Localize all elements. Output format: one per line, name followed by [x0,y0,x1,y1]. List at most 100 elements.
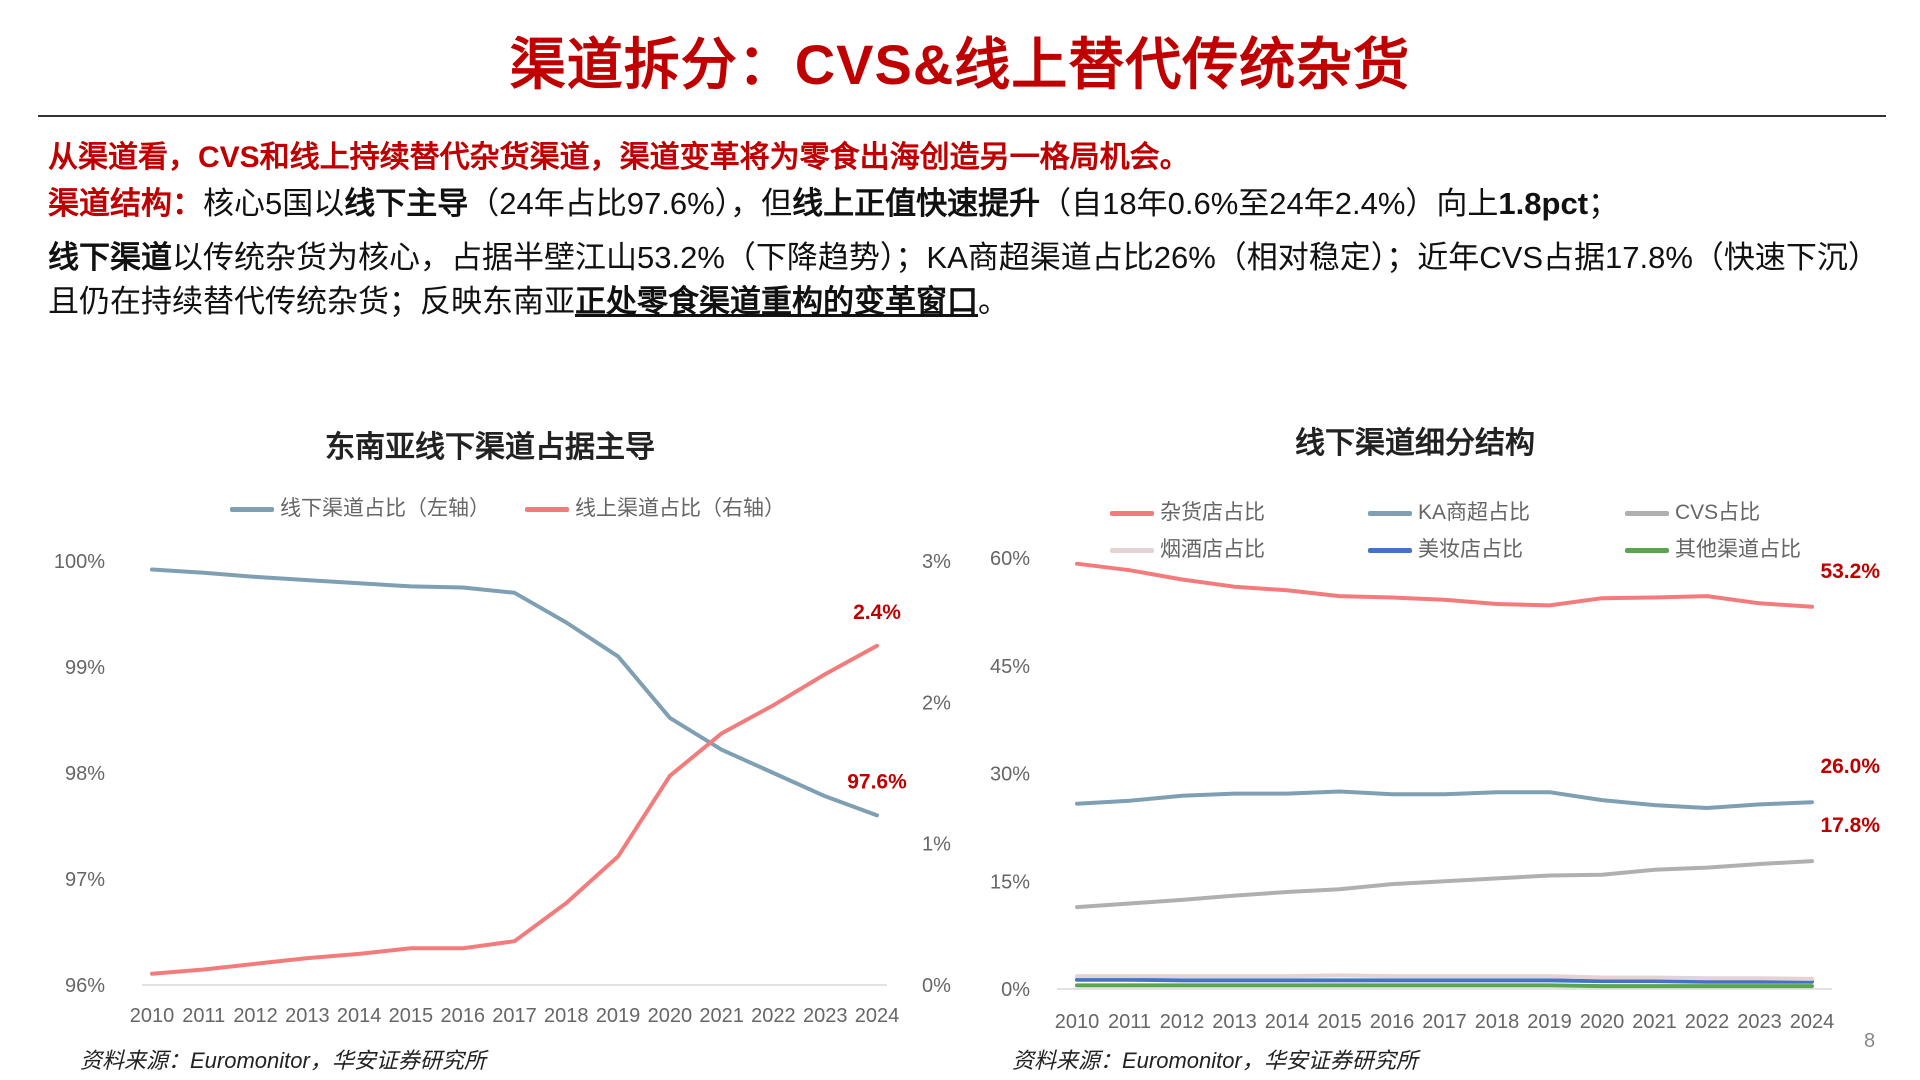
para-bold: 1.8pct [1498,186,1589,221]
end-value-label-2: 17.8% [1820,814,1880,837]
chart2-legend-tobacco: 烟酒店占比 [1110,533,1265,563]
chart2-legend-beauty: 美妆店占比 [1368,533,1523,563]
title-divider [38,115,1886,117]
x-axis-tick: 2019 [596,1005,641,1027]
legend-label: 杂货店占比 [1160,501,1265,524]
x-axis-tick: 2013 [285,1005,330,1027]
para-label: 渠道结构： [48,186,203,221]
right-axis-tick: 2% [922,692,951,714]
x-axis-tick: 2012 [233,1005,278,1027]
legend-label: 美妆店占比 [1418,538,1523,561]
x-axis-tick: 2010 [1055,1011,1100,1033]
chart2-legend-cvs: CVS占比 [1625,496,1760,526]
para-bold: 线上正值快速提升 [792,186,1041,221]
para-text: 。 [978,284,1009,319]
legend-swatch [1110,547,1154,553]
x-axis-tick: 2013 [1212,1011,1257,1033]
y-axis-tick: 45% [990,656,1030,678]
x-axis-tick: 2010 [130,1005,175,1027]
x-axis-tick: 2019 [1527,1011,1572,1033]
para-text: 核心5国以 [203,186,345,221]
paragraph-offline-channels: 线下渠道以传统杂货为核心，占据半壁江山53.2%（下降趋势）；KA商超渠道占比2… [48,236,1878,324]
x-axis-tick: 2023 [803,1005,848,1027]
legend-label: KA商超占比 [1418,501,1531,524]
para-bold: 线下主导 [344,186,469,221]
legend-label: 线上渠道占比（右轴） [575,497,785,520]
x-axis-tick: 2018 [1475,1011,1520,1033]
x-axis-tick: 2015 [389,1005,434,1027]
end-value-label-1: 26.0% [1820,755,1880,778]
y-axis-tick: 60% [990,548,1030,570]
chart1-source: 资料来源：Euromonitor，华安证券研究所 [80,1048,486,1073]
right-axis-tick: 0% [922,975,951,997]
para-bold: 线下渠道 [48,240,172,275]
chart2-source: 资料来源：Euromonitor，华安证券研究所 [1012,1048,1418,1073]
x-axis-tick: 2021 [1632,1011,1677,1033]
para-bold-underline: 正处零食渠道重构的变革窗口 [575,284,978,319]
legend-swatch [1368,510,1412,516]
page-number: 8 [1864,1030,1876,1052]
chart2-legend-other: 其他渠道占比 [1625,533,1801,563]
para-text: 以传统杂货为核心，占据半壁江山53.2%（下降趋势）；KA商超渠道占比26%（相… [48,240,1864,319]
left-axis-tick: 97% [65,869,105,891]
legend-label: 线下渠道占比（左轴） [280,497,490,520]
legend-swatch [1368,547,1412,553]
end-value-label-0: 53.2% [1820,560,1880,583]
x-axis-tick: 2020 [648,1005,693,1027]
series-line-0 [150,567,879,818]
series-line-3 [1075,973,1814,981]
x-axis-tick: 2020 [1580,1011,1625,1033]
right-axis-tick: 3% [922,551,951,573]
left-axis-tick: 100% [54,551,105,573]
x-axis-tick: 2012 [1160,1011,1205,1033]
chart1-title: 东南亚线下渠道占据主导 [325,431,655,464]
page-title: 渠道拆分：CVS&线上替代传统杂货 [509,33,1411,96]
series-line-5 [1075,983,1814,989]
x-axis-tick: 2017 [492,1005,537,1027]
x-axis-tick: 2014 [1265,1011,1310,1033]
x-axis-tick: 2022 [1685,1011,1730,1033]
chart1-svg: 96% 97% 98% 99% 100% 0% 1% 2% 3% 2010 2011 2012 2013… [54,551,951,1027]
x-axis-tick: 2014 [337,1005,382,1027]
left-axis-tick: 96% [65,975,105,997]
legend-swatch [1110,510,1154,516]
x-axis-tick: 2016 [440,1005,485,1027]
legend-label: CVS占比 [1675,501,1761,524]
series-line-1 [150,643,879,976]
x-axis-tick: 2016 [1370,1011,1415,1033]
x-axis-tick: 2022 [751,1005,796,1027]
x-axis-tick: 2015 [1317,1011,1362,1033]
legend-label: 其他渠道占比 [1675,538,1801,561]
chart1-legend-offline: 线下渠道占比（左轴） [230,492,490,522]
legend-swatch [1625,547,1669,553]
x-axis-tick: 2024 [1790,1011,1835,1033]
y-axis-tick: 30% [990,764,1030,786]
end-value-label-1: 2.4% [853,601,901,624]
legend-swatch [230,506,274,512]
legend-swatch [525,506,569,512]
lead-sentence: 从渠道看，CVS和线上持续替代杂货渠道，渠道变革将为零食出海创造另一格局机会。 [48,141,1190,174]
x-axis-tick: 2021 [699,1005,744,1027]
para-text: ； [1588,186,1620,221]
para-text: （24年占比97.6%），但 [468,186,793,221]
right-axis-tick: 1% [922,834,951,856]
x-axis-tick: 2011 [182,1005,225,1027]
x-axis-tick: 2017 [1422,1011,1467,1033]
series-line-2 [1075,859,1814,910]
paragraph-channel-structure: 渠道结构：核心5国以线下主导（24年占比97.6%），但线上正值快速提升（自18… [48,182,1878,226]
x-axis-tick: 2024 [855,1005,900,1027]
chart2-legend-grocery: 杂货店占比 [1110,496,1265,526]
y-axis-tick: 0% [1001,979,1030,1001]
left-axis-tick: 98% [65,763,105,785]
x-axis-tick: 2023 [1737,1011,1782,1033]
x-axis-tick: 2018 [544,1005,589,1027]
series-line-1 [1075,789,1814,810]
end-value-label-0: 97.6% [847,770,907,793]
y-axis-tick: 15% [990,871,1030,893]
chart2-legend-ka: KA商超占比 [1368,496,1530,526]
chart2-title: 线下渠道细分结构 [1295,427,1535,460]
series-line-0 [1075,561,1814,609]
left-axis-tick: 99% [65,657,105,679]
chart1-legend-online: 线上渠道占比（右轴） [525,492,785,522]
